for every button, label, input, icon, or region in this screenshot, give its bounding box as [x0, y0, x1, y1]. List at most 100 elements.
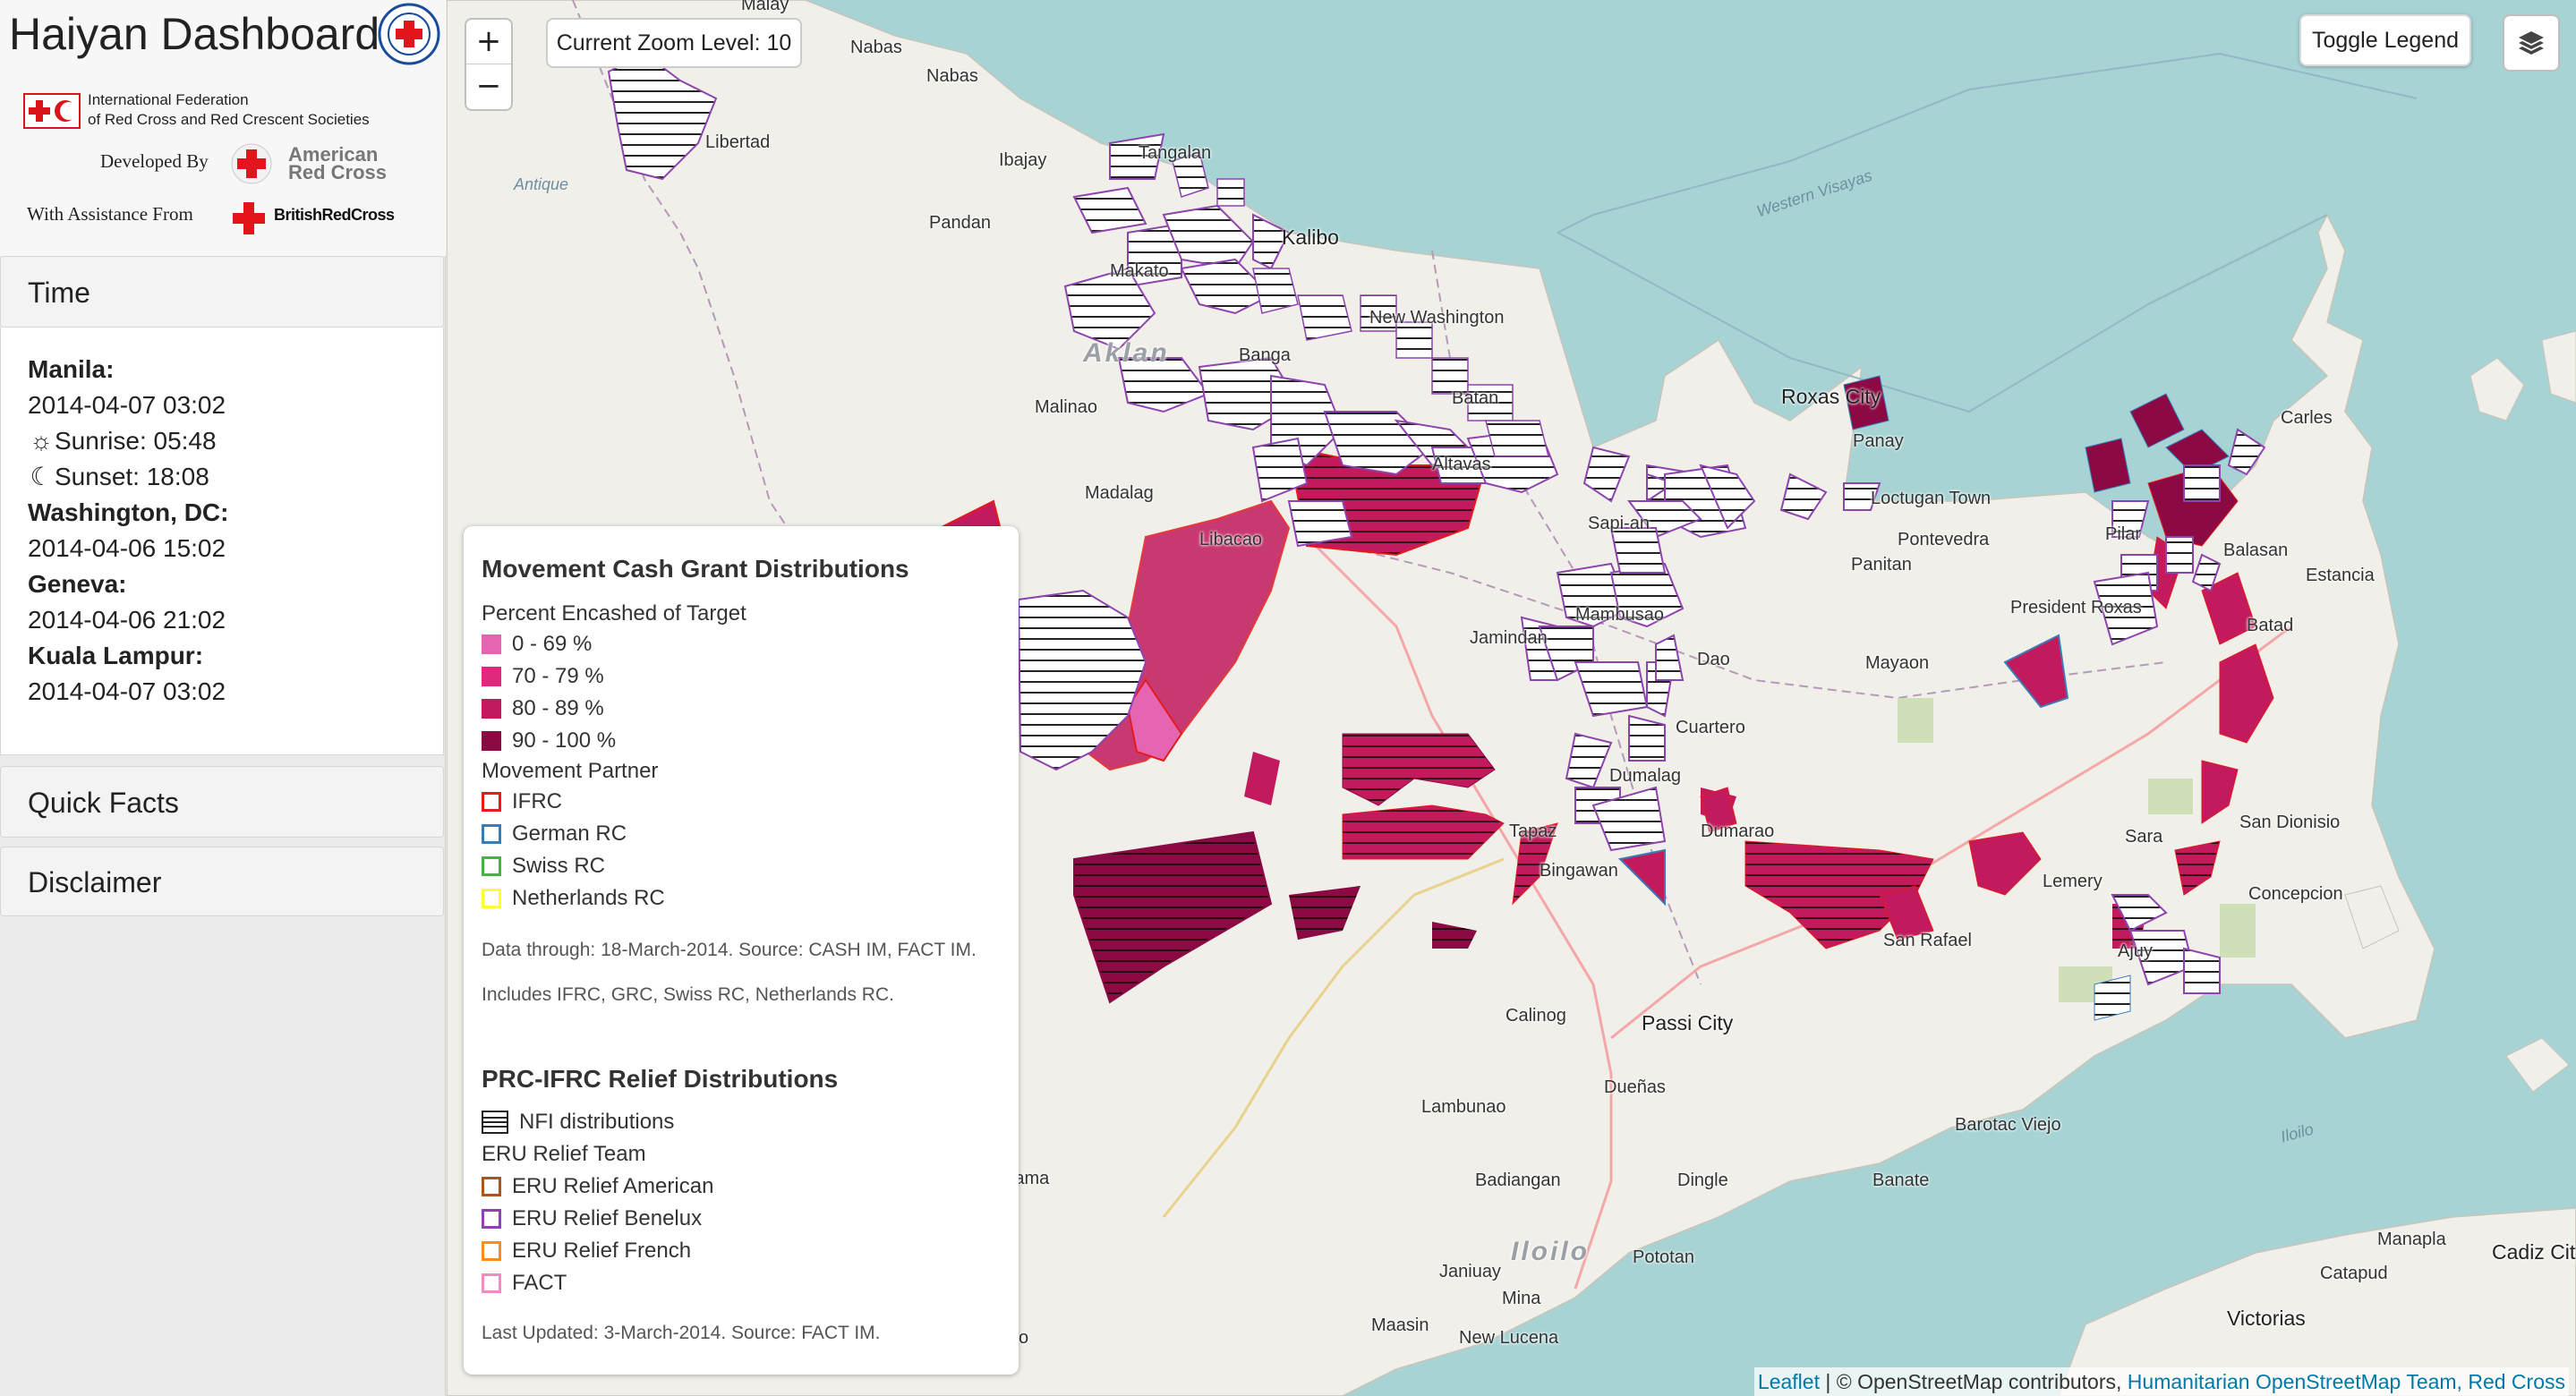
kl-label: Kuala Lampur: — [28, 642, 204, 669]
time-panel-body: Manila: 2014-04-07 03:02 ☼Sunrise: 05:48… — [0, 328, 444, 755]
relief-updated-note: Last Updated: 3-March-2014. Source: FACT… — [482, 1323, 881, 1343]
place-libertad: Libertad — [705, 132, 771, 152]
legend-swatch — [482, 731, 501, 751]
legend-swatch — [482, 667, 501, 686]
header-block: Haiyan Dashboard International Federatio… — [0, 0, 446, 256]
place-new-washington: New Washington — [1369, 308, 1505, 328]
place-janiuay: Janiuay — [1439, 1262, 1501, 1281]
place-roxas-city: Roxas City — [1781, 385, 1881, 408]
legend-label: ERU Relief American — [512, 1174, 714, 1198]
place-malinao: Malinao — [1035, 397, 1098, 417]
manila-label: Manila: — [28, 355, 115, 383]
place-nabas-2: Nabas — [926, 66, 978, 86]
legend-label: 70 - 79 % — [512, 664, 604, 688]
layers-button[interactable] — [2503, 14, 2560, 72]
place-madalag: Madalag — [1085, 483, 1154, 503]
place-badiangan: Badiangan — [1475, 1170, 1561, 1190]
place-carles: Carles — [2281, 408, 2333, 428]
place-malay: Malay — [741, 0, 789, 14]
place-sapian: Sapi-an — [1588, 514, 1650, 533]
disclaimer-panel-header[interactable]: Disclaimer — [0, 847, 444, 916]
relief-title: PRC-IFRC Relief Distributions — [482, 1065, 839, 1093]
place-dao: Dao — [1697, 650, 1730, 669]
legend-label: 90 - 100 % — [512, 728, 617, 753]
place-lemery: Lemery — [2043, 872, 2103, 891]
place-banga: Banga — [1239, 345, 1291, 365]
prc-seal-logo — [378, 3, 440, 65]
dc-time: 2014-04-06 15:02 — [28, 534, 226, 562]
toggle-legend-button[interactable]: Toggle Legend — [2299, 14, 2471, 66]
cash-includes-note: Includes IFRC, GRC, Swiss RC, Netherland… — [482, 984, 894, 1005]
quick-facts-panel-header[interactable]: Quick Facts — [0, 766, 444, 838]
place-manapla: Manapla — [2377, 1230, 2446, 1249]
cash-grant-title: Movement Cash Grant Distributions — [482, 555, 909, 583]
sun-icon: ☼ — [30, 427, 53, 455]
legend-swatch — [482, 1209, 501, 1229]
legend-label: FACT — [512, 1271, 567, 1295]
place-new-lucena: New Lucena — [1459, 1328, 1559, 1348]
place-ajuy: Ajuy — [2118, 941, 2153, 961]
time-panel-header[interactable]: Time — [0, 256, 444, 328]
app-title: Haiyan Dashboard — [9, 9, 380, 59]
dc-label: Washington, DC: — [28, 498, 229, 526]
place-catapud: Catapud — [2320, 1264, 2388, 1283]
place-mina: Mina — [1502, 1289, 1541, 1308]
zoom-control: + − — [465, 18, 513, 111]
moon-icon: ☾ — [30, 463, 53, 490]
legend-swatch — [482, 634, 501, 654]
ifrc-logo — [23, 93, 81, 129]
place-pontevedra: Pontevedra — [1898, 530, 1990, 549]
sunrise-time: Sunrise: 05:48 — [55, 427, 217, 455]
place-kalibo: Kalibo — [1282, 226, 1339, 249]
attribution-osm: | © OpenStreetMap contributors, — [1825, 1370, 2122, 1393]
nfi-hatch-icon — [482, 1111, 508, 1134]
sunset-row: ☾Sunset: 18:08 — [28, 462, 209, 492]
place-lambunao: Lambunao — [1421, 1097, 1506, 1117]
place-batan: Batan — [1452, 388, 1499, 408]
sunset-time: Sunset: 18:08 — [55, 463, 209, 490]
attribution-hot-link[interactable]: Humanitarian OpenStreetMap Team, — [2127, 1370, 2462, 1393]
zoom-in-button[interactable]: + — [466, 20, 511, 64]
place-banate: Banate — [1872, 1170, 1930, 1190]
place-cuartero: Cuartero — [1676, 718, 1745, 737]
attribution-redcross-link[interactable]: Red Cross — [2468, 1370, 2565, 1393]
legend-label: Swiss RC — [512, 854, 606, 878]
place-balasan: Balasan — [2223, 541, 2289, 560]
negros-island — [2058, 1207, 2576, 1396]
place-dumalag: Dumalag — [1609, 766, 1682, 786]
place-cadiz-city: Cadiz City — [2492, 1240, 2576, 1264]
layers-icon — [2519, 31, 2544, 55]
legend-label: ERU Relief Benelux — [512, 1206, 703, 1230]
manila-time: 2014-04-07 03:02 — [28, 391, 226, 419]
place-san-dionisio: San Dionisio — [2239, 813, 2341, 832]
place-president-roxas: President Roxas — [2010, 598, 2142, 617]
place-antique: Antique — [514, 175, 569, 193]
legend-swatch — [482, 1273, 501, 1293]
place-barotac-viejo: Barotac Viejo — [1955, 1115, 2061, 1135]
kl-time: 2014-04-07 03:02 — [28, 677, 226, 705]
attribution-leaflet-link[interactable]: Leaflet — [1757, 1370, 1820, 1393]
zoom-out-button[interactable]: − — [475, 68, 502, 104]
place-concepcion: Concepcion — [2248, 884, 2343, 904]
place-tangalan: Tangalan — [1139, 143, 1212, 163]
place-estancia: Estancia — [2306, 566, 2375, 585]
american-red-cross-line2: Red Cross — [288, 161, 388, 183]
map-attribution: Leaflet | © OpenStreetMap contributors, … — [1753, 1367, 2569, 1396]
place-altavas: Altavas — [1432, 455, 1491, 474]
percent-encashed-label: Percent Encashed of Target — [482, 601, 746, 626]
place-pandan: Pandan — [929, 213, 991, 233]
place-mayaon: Mayaon — [1865, 653, 1930, 673]
place-panay: Panay — [1853, 431, 1904, 451]
legend-swatch — [482, 856, 501, 876]
sunrise-row: ☼Sunrise: 05:48 — [28, 426, 217, 456]
place-bingawan: Bingawan — [1540, 861, 1618, 881]
assistance-label: With Assistance From — [27, 203, 193, 225]
map-legend: Movement Cash Grant Distributions Percen… — [464, 526, 1019, 1375]
place-loctugan: Loctugan Town — [1871, 489, 1992, 508]
american-red-cross-logo — [231, 143, 272, 184]
legend-label: German RC — [512, 821, 627, 846]
zoom-level-display: Current Zoom Level: 10 — [546, 18, 802, 68]
developed-by-label: Developed By — [100, 150, 209, 172]
legend-label: 0 - 69 % — [512, 632, 593, 656]
cash-data-note: Data through: 18-March-2014. Source: CAS… — [482, 940, 977, 960]
